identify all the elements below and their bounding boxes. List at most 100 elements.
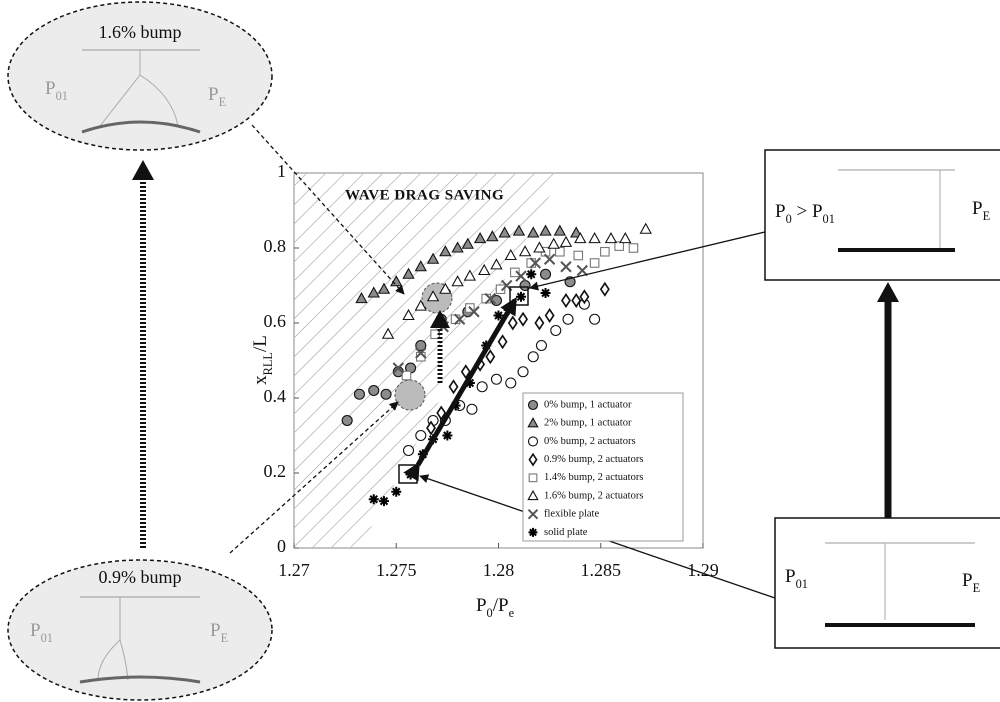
legend-label: flexible plate [544, 509, 599, 520]
diagram-top-right: P0 > P01 PE [764, 149, 1000, 281]
marker [535, 339, 547, 352]
text-run: P [208, 84, 219, 105]
hatch-line [294, 173, 479, 548]
marker [517, 366, 529, 378]
marker [628, 243, 639, 253]
x-tick-label: 1.28 [483, 560, 515, 580]
hatch-line [294, 173, 498, 548]
marker [639, 222, 652, 234]
marker [439, 245, 452, 257]
marker [528, 452, 538, 467]
arrow-head [132, 160, 154, 180]
marker [560, 261, 572, 273]
subscript: e [509, 606, 515, 620]
hatch-line [294, 173, 365, 548]
marker [619, 231, 632, 244]
legend-label: 1.6% bump, 2 actuators [544, 490, 643, 501]
marker [573, 250, 584, 261]
diagram-title: 0.9% bump [99, 567, 182, 587]
marker [543, 253, 556, 265]
x-tick-label: 1.29 [687, 560, 719, 580]
marker [562, 313, 574, 325]
subscript: 01 [796, 577, 808, 591]
marker [473, 231, 487, 244]
y-axis-label: xRLL/L [250, 335, 274, 385]
marker [377, 282, 391, 294]
text-run: P [785, 566, 796, 587]
legend: 0% bump, 1 actuator 2% bump, 1 actuator 0%… [522, 392, 684, 542]
hatch-line [294, 173, 384, 548]
y-tick-label: 1 [277, 161, 286, 181]
marker [553, 224, 567, 236]
marker [405, 469, 416, 480]
marker [614, 241, 624, 251]
marker [518, 245, 532, 257]
diagram-bottom-left: 0.9% bump P01 PE [7, 559, 273, 701]
marker [451, 241, 464, 253]
highlight [394, 379, 426, 411]
marker [589, 313, 601, 325]
marker [576, 264, 589, 277]
marker [415, 429, 427, 442]
text-run: P [775, 201, 786, 222]
legend-label: 0% bump, 2 actuators [544, 436, 636, 447]
marker [498, 226, 511, 238]
marker [534, 315, 545, 331]
pressure-label: P01 [30, 620, 53, 644]
subscript: E [219, 95, 227, 109]
pressure-label: PE [972, 198, 990, 222]
marker [539, 224, 552, 236]
text-run: P [210, 620, 221, 641]
marker [599, 281, 610, 297]
marker [604, 231, 618, 244]
marker [533, 241, 546, 253]
subscript: 0 [487, 606, 493, 620]
marker [527, 489, 539, 501]
hatch-line [294, 173, 562, 548]
text-run: /P [493, 595, 509, 616]
marker [439, 282, 452, 294]
marker [559, 235, 573, 247]
marker [490, 373, 503, 385]
marker [510, 267, 520, 278]
series [355, 224, 583, 304]
marker [380, 388, 392, 400]
hatch-line [294, 173, 403, 548]
marker [570, 226, 583, 238]
subscript: E [221, 631, 229, 645]
marker [555, 246, 565, 257]
text-run: P [30, 620, 41, 641]
marker [378, 496, 389, 507]
marker [486, 230, 499, 242]
marker [478, 263, 491, 276]
legend-label: 0% bump, 1 actuator [544, 399, 632, 410]
y-tick-label: 0.4 [264, 386, 287, 406]
subscript: E [983, 209, 991, 223]
marker [527, 417, 539, 428]
annotations [229, 124, 776, 599]
marker [466, 403, 478, 415]
marker [527, 508, 539, 520]
legend-label: 0.9% bump, 2 actuators [544, 454, 643, 465]
marker [495, 284, 506, 295]
marker [528, 527, 538, 537]
marker [355, 291, 368, 304]
y-tick-label: 0.2 [264, 461, 287, 481]
x-tick-label: 1.285 [581, 560, 622, 580]
marker [527, 436, 539, 447]
text-run: P [972, 198, 983, 219]
marker [426, 252, 440, 264]
text-run: P [45, 78, 56, 99]
marker [547, 237, 560, 249]
legend-label: 2% bump, 1 actuator [544, 418, 632, 429]
marker [561, 293, 571, 308]
subscript: 0 [786, 212, 792, 226]
x-tick-label: 1.275 [376, 560, 417, 580]
marker [368, 494, 379, 505]
hatch-line [0, 173, 269, 548]
marker [353, 388, 365, 400]
hatch-line [294, 173, 346, 548]
x-tick-label: 1.27 [278, 560, 310, 580]
x-axis-label: P0/Pe [476, 595, 515, 619]
